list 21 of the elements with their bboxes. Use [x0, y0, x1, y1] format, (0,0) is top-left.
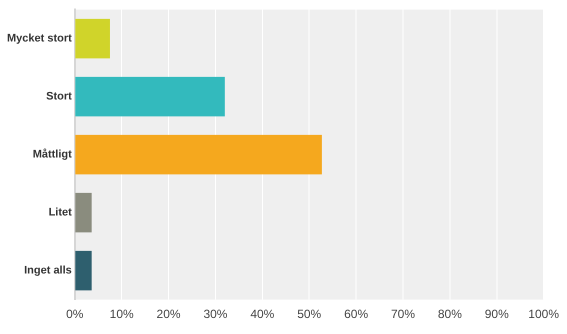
- bar: [75, 134, 322, 174]
- bar: [75, 192, 92, 232]
- x-tick-label: 10%: [110, 307, 134, 322]
- y-tick-label: Mycket stort: [7, 32, 72, 45]
- y-tick-label: Måttligt: [32, 148, 72, 161]
- x-tick-label: 80%: [438, 307, 462, 322]
- x-tick-label: 30%: [203, 307, 228, 322]
- x-tick-label: 90%: [484, 307, 510, 322]
- x-tick-label: 60%: [344, 307, 368, 322]
- y-tick-label: Stort: [46, 90, 72, 103]
- bar: [75, 76, 225, 116]
- x-tick-label: 20%: [156, 307, 181, 322]
- x-tick-label: 100%: [528, 307, 560, 322]
- y-tick-label: Litet: [48, 206, 72, 219]
- x-tick-label: 50%: [297, 307, 322, 322]
- bar: [75, 18, 110, 58]
- x-tick-label: 70%: [390, 307, 416, 322]
- bar: [75, 250, 92, 290]
- x-tick-label: 0%: [66, 307, 84, 322]
- x-tick-label: 40%: [250, 307, 275, 322]
- y-tick-label: Inget alls: [24, 264, 72, 277]
